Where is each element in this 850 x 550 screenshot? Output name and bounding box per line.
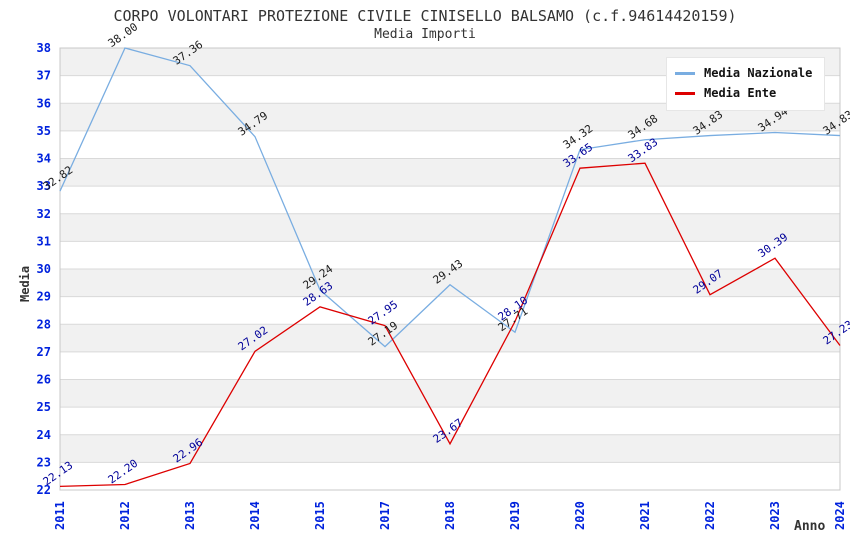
plot-band (60, 324, 840, 352)
x-axis-title: Anno (794, 519, 826, 534)
x-tick-label: 2019 (508, 501, 522, 530)
legend-swatch-nazionale (675, 71, 695, 75)
plot-band (60, 158, 840, 187)
x-tick-label: 2020 (573, 501, 587, 530)
chart-title: CORPO VOLONTARI PROTEZIONE CIVILE CINISE… (113, 7, 737, 25)
y-tick-label: 30 (37, 262, 51, 276)
x-tick-label: 2023 (768, 501, 782, 530)
x-tick-label: 2014 (248, 501, 262, 530)
y-tick-label: 22 (37, 483, 51, 497)
legend-item-ente: Media Ente (675, 83, 812, 103)
plot-band (60, 434, 840, 463)
y-tick-label: 38 (37, 41, 51, 55)
x-tick-label: 2024 (833, 501, 847, 530)
plot-band (60, 213, 840, 242)
y-tick-label: 33 (37, 179, 51, 193)
x-tick-label: 2018 (443, 501, 457, 530)
plot-band (60, 379, 840, 408)
x-tick-label: 2011 (53, 501, 67, 530)
y-tick-label: 23 (37, 455, 51, 469)
y-tick-label: 25 (37, 400, 51, 414)
x-tick-label: 2015 (313, 501, 327, 530)
legend-item-nazionale: Media Nazionale (675, 63, 812, 83)
y-tick-label: 27 (37, 345, 51, 359)
x-tick-label: 2021 (638, 501, 652, 530)
series-line-media-ente (59, 162, 841, 488)
y-tick-label: 36 (37, 96, 51, 110)
legend-swatch-ente (675, 91, 695, 95)
y-tick-label: 35 (37, 124, 51, 138)
plot-border (59, 47, 841, 491)
x-tick-label: 2017 (378, 501, 392, 530)
x-tick-label: 2022 (703, 501, 717, 530)
y-tick-label: 28 (37, 317, 51, 331)
y-tick-label: 29 (37, 290, 51, 304)
chart-subtitle: Media Importi (374, 27, 476, 42)
y-tick-label: 24 (37, 428, 51, 442)
x-tick-label: 2012 (118, 501, 132, 530)
y-tick-label: 31 (37, 234, 51, 248)
y-tick-label: 34 (37, 152, 51, 166)
y-axis-title: Media (18, 265, 32, 302)
y-tick-label: 37 (37, 69, 51, 83)
plot-band (60, 269, 840, 297)
x-tick-label: 2013 (183, 501, 197, 530)
legend: Media Nazionale Media Ente (666, 57, 826, 111)
legend-label-nazionale: Media Nazionale (704, 66, 813, 80)
legend-label-ente: Media Ente (704, 86, 777, 100)
y-tick-label: 26 (37, 373, 51, 387)
series-line-media-nazionale (59, 47, 841, 348)
y-tick-label: 32 (37, 207, 51, 221)
